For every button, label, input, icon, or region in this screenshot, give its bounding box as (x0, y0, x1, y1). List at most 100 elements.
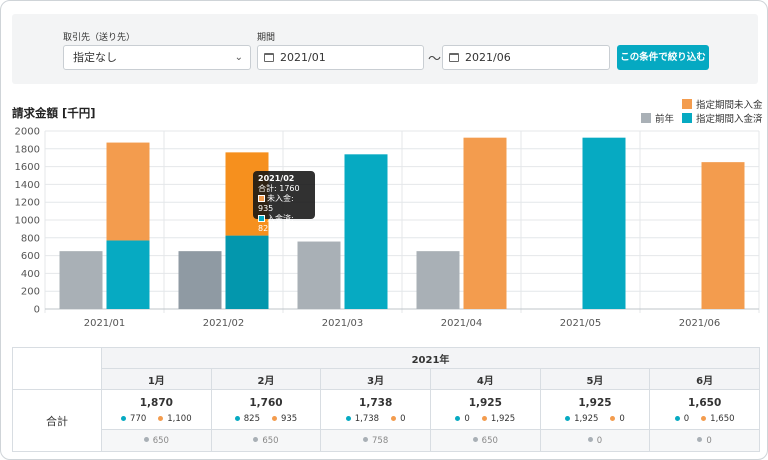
month-prev-year: 650 (429, 429, 541, 452)
y-tick-label: 0 (34, 305, 40, 316)
month-prev-value: 650 (481, 435, 498, 446)
month-breakdown: 1,925 0 (539, 409, 651, 430)
month-prev-value: 650 (152, 435, 169, 446)
x-tick-label: 2021/03 (322, 318, 364, 329)
x-tick-label: 2021/02 (203, 318, 245, 329)
unpaid-dot-icon (158, 415, 164, 421)
legend-paid[interactable]: 指定期間入金済 (682, 113, 763, 125)
legend-unpaid[interactable]: 指定期間未入金 (682, 99, 763, 111)
client-select-value: 指定なし (73, 51, 117, 64)
x-tick-label: 2021/01 (84, 318, 126, 329)
chart-tooltip: 2021/02 合計: 1760 未入金: 935 入金済: 825 (253, 171, 315, 233)
date-separator: 〜 (428, 52, 442, 67)
month-total: 1,925 (429, 389, 541, 410)
month-paid: 0 (464, 414, 470, 425)
month-prev-year: 758 (320, 429, 431, 452)
month-breakdown: 1,738 0 (320, 409, 431, 430)
prev-year-row: 650 650 758 650 0 0 (13, 429, 760, 452)
tooltip-unpaid-row: 未入金: 935 (258, 194, 310, 214)
bar-paid (582, 137, 626, 309)
apply-filter-button[interactable]: この条件で絞り込む (617, 45, 709, 70)
filter-panel: 取引先（送り先） 指定なし ⌄ 期間 2021/01 〜 2021/06 この条… (12, 14, 758, 84)
legend-label-paid: 指定期間入金済 (696, 114, 763, 125)
month-header: 1月 (101, 368, 212, 390)
month-paid: 1,925 (574, 414, 599, 425)
bar-unpaid (106, 142, 150, 241)
month-prev-year: 0 (649, 429, 760, 452)
month-breakdown: 0 1,925 (429, 409, 541, 430)
unpaid-dot-icon (610, 415, 616, 421)
month-prev-value: 0 (596, 435, 603, 446)
month-header: 3月 (320, 368, 431, 390)
y-tick-label: 1400 (15, 180, 40, 191)
month-total: 1,870 (101, 389, 212, 410)
unpaid-dot-icon (701, 415, 707, 421)
paid-dot-icon (455, 415, 461, 421)
paid-dot-icon (234, 415, 240, 421)
legend-label-prev-year: 前年 (655, 114, 675, 125)
unpaid-dot-icon (481, 415, 487, 421)
client-label: 取引先（送り先） (63, 33, 136, 43)
tooltip-paid-row: 入金済: 825 (258, 214, 310, 234)
bar-unpaid (701, 162, 745, 309)
y-tick-label: 1800 (15, 144, 40, 155)
month-prev-value: 650 (262, 435, 279, 446)
prev-year-dot-icon (472, 437, 478, 442)
month-prev-year: 650 (101, 429, 212, 452)
prev-year-dot-icon (143, 437, 149, 442)
tooltip-paid: 入金済: 825 (258, 214, 294, 233)
date-to-input[interactable]: 2021/06 (442, 45, 610, 70)
bar-paid (344, 154, 388, 309)
x-tick-label: 2021/06 (679, 318, 721, 329)
prev-year-dot-icon (253, 437, 259, 442)
client-select[interactable]: 指定なし ⌄ (63, 45, 251, 70)
year-header: 2021年 (101, 347, 760, 369)
bar-paid (225, 235, 269, 309)
total-row: 合計 1,870 1,760 1,738 1,925 1,925 1,650 (12, 389, 760, 452)
bar-prev-year (416, 251, 460, 309)
month-unpaid: 0 (400, 414, 406, 425)
legend-label-unpaid: 指定期間未入金 (696, 100, 763, 111)
x-tick-label: 2021/05 (560, 318, 602, 329)
tooltip-swatch-paid (258, 215, 265, 222)
month-prev-value: 0 (706, 435, 712, 446)
tooltip-title: 2021/02 (258, 174, 295, 183)
paid-dot-icon (674, 415, 680, 421)
prev-year-dot-icon (363, 437, 369, 442)
month-total: 1,650 (649, 389, 760, 410)
month-header: 5月 (539, 368, 651, 390)
month-paid: 770 (130, 414, 147, 425)
y-tick-label: 400 (21, 269, 40, 280)
row-label-total: 合計 (12, 389, 102, 452)
legend-prev-year[interactable]: 前年 (641, 113, 674, 125)
x-tick-label: 2021/04 (441, 318, 483, 329)
paid-dot-icon (345, 415, 351, 421)
summary-table: 2021年 1月 2月 3月 4月 5月 6月 合計 1,870 1,760 1,738 1,9… (12, 347, 760, 452)
calendar-icon (449, 53, 459, 62)
month-prev-year: 650 (210, 429, 322, 452)
legend-swatch-paid (682, 113, 692, 123)
chart-title: 請求金額 [千円] (12, 106, 96, 120)
month-breakdown: 825 935 (210, 409, 322, 430)
tooltip-swatch-unpaid (258, 195, 265, 202)
bar-prev-year (297, 241, 341, 309)
legend-swatch-prev-year (641, 113, 651, 123)
y-tick-label: 1600 (15, 162, 40, 173)
month-total: 1,738 (320, 389, 431, 410)
unpaid-dot-icon (391, 415, 397, 421)
chevron-down-icon: ⌄ (234, 52, 243, 63)
breakdown-row: 770 1,100 825 935 1,738 0 0 1,925 1,925 0 0 1,650 (13, 409, 760, 430)
unpaid-dot-icon (271, 415, 277, 421)
table-corner (12, 347, 102, 390)
month-header-row: 1月 2月 3月 4月 5月 6月 (13, 368, 760, 390)
paid-dot-icon (565, 415, 571, 421)
bar-prev-year (59, 251, 103, 309)
month-unpaid: 1,925 (490, 414, 516, 425)
y-tick-label: 200 (21, 287, 40, 298)
date-from-input[interactable]: 2021/01 (257, 45, 424, 70)
month-unpaid: 935 (280, 414, 298, 425)
month-paid: 825 (243, 414, 260, 425)
month-unpaid: 1,650 (710, 414, 735, 425)
month-breakdown: 770 1,100 (101, 409, 212, 430)
